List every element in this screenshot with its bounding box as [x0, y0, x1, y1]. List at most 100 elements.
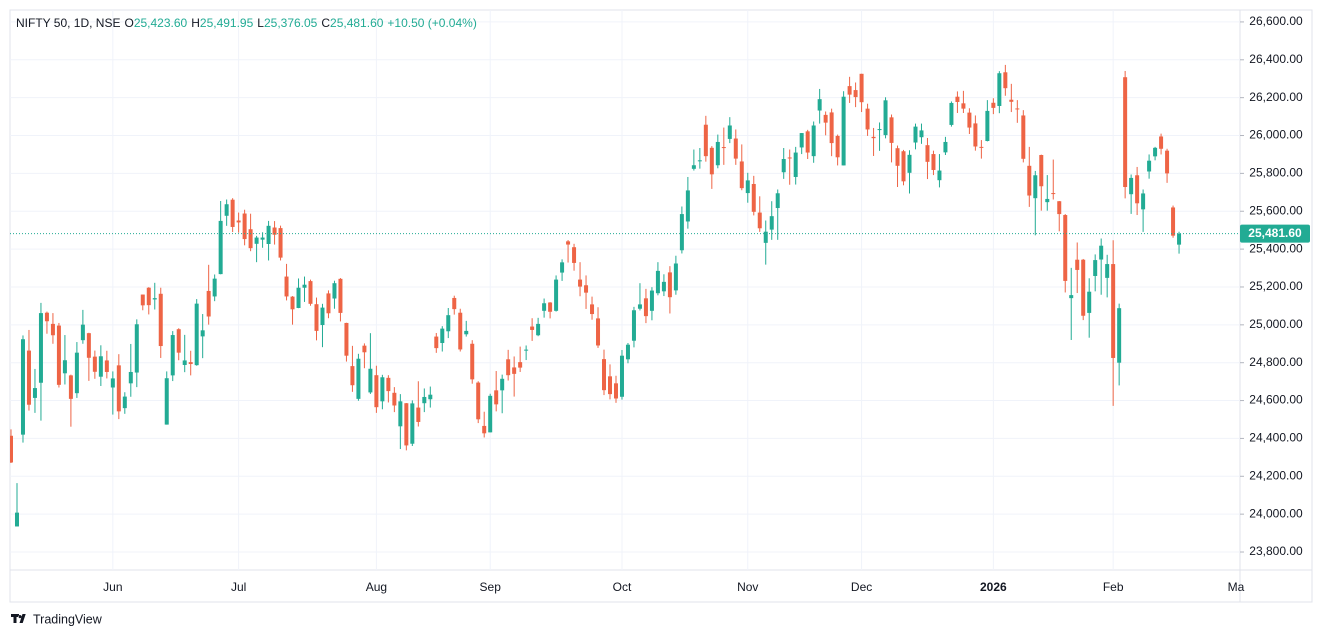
candle-body — [1009, 99, 1014, 102]
candle-body — [883, 100, 888, 136]
candle-body — [26, 350, 31, 405]
candle-body — [763, 231, 768, 243]
candle-body — [955, 96, 960, 103]
candle-body — [74, 352, 79, 394]
candle-body — [482, 425, 487, 434]
candle-body — [386, 377, 391, 392]
field-value: 25,376.05 — [264, 16, 318, 30]
field-key: L — [257, 16, 264, 30]
candle-body — [745, 180, 750, 194]
candle-body — [536, 323, 541, 336]
y-tick-label: 24,000.00 — [1249, 506, 1303, 520]
candle-body — [278, 228, 283, 258]
candle-body — [1135, 175, 1140, 204]
candle-body — [512, 367, 517, 374]
candle-body — [104, 360, 109, 372]
x-tick-label: Jul — [231, 580, 246, 594]
brand-logo — [11, 614, 26, 623]
candle-body — [20, 339, 25, 435]
candle-body — [326, 293, 331, 314]
candle-body — [254, 237, 259, 244]
candle-body — [889, 117, 894, 143]
y-tick-label: 26,000.00 — [1249, 128, 1303, 142]
candle-body — [769, 216, 774, 230]
candle-body — [1141, 193, 1146, 210]
candle-body — [841, 96, 846, 166]
candle-body — [518, 362, 523, 368]
candle-body — [218, 220, 223, 275]
candle-body — [560, 262, 565, 273]
field-value: 25,491.95 — [200, 16, 254, 30]
candle-body — [1099, 245, 1104, 260]
candle-body — [92, 356, 97, 372]
candle-body — [1105, 264, 1110, 278]
candle-body — [470, 343, 475, 380]
candle-body — [224, 204, 229, 216]
candle-body — [32, 388, 37, 398]
candle-body — [500, 378, 505, 391]
candle-body — [829, 112, 834, 144]
candle-body — [188, 362, 193, 365]
candle-body — [116, 365, 121, 412]
candle-body — [985, 110, 990, 142]
candle-body — [566, 241, 571, 245]
candle-body — [799, 133, 804, 148]
candle-body — [110, 378, 115, 388]
candle-body — [356, 358, 361, 399]
candle-body — [757, 212, 762, 229]
candle-body — [50, 323, 55, 336]
candle-body — [853, 90, 858, 98]
candle-body — [38, 313, 43, 383]
candle-body — [68, 375, 73, 399]
candle-body — [542, 303, 547, 311]
field-key: H — [191, 16, 200, 30]
candle-body — [1027, 165, 1032, 196]
candle-body — [302, 284, 307, 288]
candle-body — [991, 102, 996, 108]
candle-body — [961, 103, 966, 109]
y-tick-label: 25,000.00 — [1249, 317, 1303, 331]
x-tick-label: Feb — [1103, 580, 1124, 594]
candle-body — [1069, 295, 1074, 299]
candle-body — [590, 304, 595, 315]
candle-body — [751, 183, 756, 212]
candle-body — [871, 136, 876, 139]
candle-body — [530, 326, 535, 330]
candle-body — [1111, 264, 1116, 358]
candle-body — [649, 290, 654, 311]
candle-body — [260, 237, 265, 240]
candle-body — [1093, 260, 1098, 276]
candles — [10, 64, 1240, 527]
candle-body — [733, 138, 738, 159]
candle-body — [398, 401, 403, 427]
candle-body — [308, 281, 313, 304]
candle-body — [344, 322, 349, 356]
candle-body — [320, 307, 325, 326]
candle-body — [140, 294, 145, 306]
change: +10.50 (+0.04%) — [387, 16, 476, 30]
candle-body — [901, 151, 906, 182]
candle-body — [877, 129, 882, 131]
field-key: C — [321, 16, 330, 30]
candle-body — [554, 279, 559, 311]
candle-body — [1087, 291, 1092, 313]
candle-body — [1171, 207, 1176, 236]
field-key: O — [124, 16, 133, 30]
candle-body — [793, 152, 798, 177]
y-tick-label: 25,400.00 — [1249, 241, 1303, 255]
x-tick-label: 2026 — [980, 580, 1007, 594]
candle-body — [494, 390, 499, 405]
candle-body — [212, 278, 217, 297]
candle-body — [230, 199, 235, 227]
candle-body — [122, 396, 127, 409]
candle-body — [248, 229, 253, 249]
candle-body — [1117, 308, 1122, 363]
candle-body — [392, 392, 397, 406]
candle-body — [697, 160, 702, 162]
candle-body — [919, 130, 924, 138]
candle-body — [290, 296, 295, 310]
last-price-label: 25,481.60 — [1248, 226, 1302, 240]
candle-body — [835, 135, 840, 158]
candle-body — [206, 290, 211, 317]
candle-body — [1033, 175, 1038, 199]
